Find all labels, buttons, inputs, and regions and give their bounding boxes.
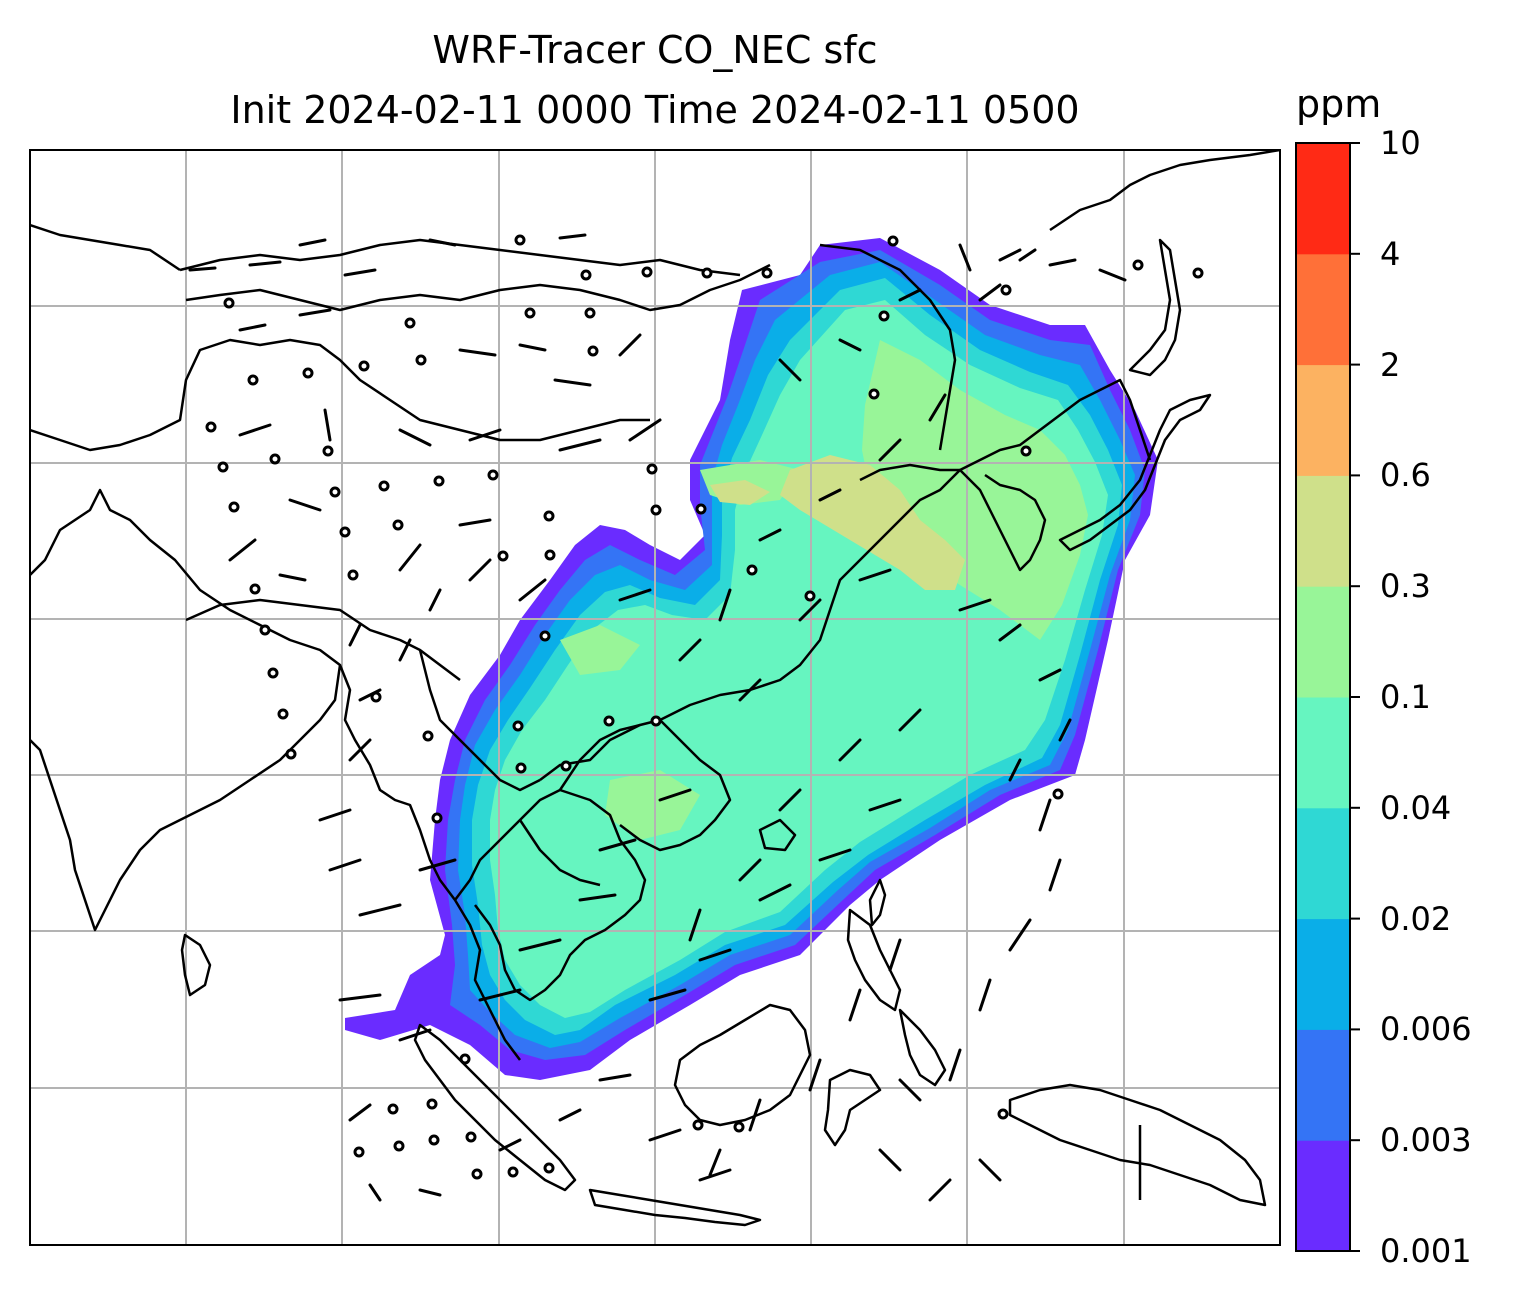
map-title-line-2: Init 2024-02-11 0000 Time 2024-02-11 050… [230, 88, 1080, 132]
colorbar-tick-label: 0.02 [1380, 899, 1452, 938]
coastline-java [588, 1188, 762, 1227]
colorbar-tick-label: 0.001 [1380, 1232, 1472, 1270]
border-central-asia [30, 223, 650, 452]
coastline-hainan [758, 818, 797, 852]
border-china-india [185, 598, 461, 681]
coastline-borneo [673, 1003, 812, 1127]
colorbar-swatch-4 [1296, 697, 1350, 809]
colorbar-swatch-3 [1296, 807, 1350, 920]
border-mongolia-russia [179, 238, 741, 277]
coastline-taiwan [868, 878, 887, 927]
border-china-mongolia [185, 263, 771, 312]
coastline-russia-far-east [1049, 150, 1280, 232]
border-southeast-asia [418, 649, 641, 887]
colorbar-swatch-6 [1296, 475, 1350, 587]
coastline-sri-lanka [180, 933, 212, 997]
colorbar-swatch-2 [1296, 918, 1350, 1030]
colorbar-tick-label: 0.6 [1380, 456, 1431, 495]
colorbar-tick-label: 0.003 [1380, 1121, 1472, 1160]
colorbar-tick-label: 0.006 [1380, 1010, 1472, 1049]
colorbar-tick-label: 10 [1380, 124, 1421, 162]
coastline-bay-bengal-east [338, 664, 521, 1061]
coastline-sumatra [413, 1023, 577, 1192]
coastline-china-south [659, 378, 1152, 722]
colorbar [1295, 142, 1360, 1252]
colorbar-tick-label: 0.1 [1380, 678, 1431, 716]
colorbar-swatch-9 [1296, 143, 1350, 255]
colorbar-swatch-7 [1296, 364, 1350, 476]
coastline-new-guinea [1008, 1083, 1267, 1207]
coastline-japan [1058, 393, 1212, 552]
wind-barbs [188, 233, 1127, 1202]
colorbar-swatch-8 [1296, 253, 1350, 366]
colorbar-tick-label: 0.04 [1380, 788, 1452, 827]
plume-layer-03 [560, 340, 1088, 840]
coastlines [30, 150, 1280, 1227]
map-title-line-1: WRF-Tracer CO_NEC sfc [432, 28, 878, 72]
coastline-india [30, 488, 342, 932]
colorbar-swatch-0 [1296, 1140, 1350, 1252]
coastline-korea [959, 469, 1047, 572]
colorbar-tick-label: 0.3 [1380, 567, 1431, 606]
border-china-korea [819, 243, 960, 482]
map-frame [29, 149, 1281, 1246]
colorbar-tick-label: 2 [1380, 345, 1401, 384]
calm-markers [205, 234, 1204, 1180]
colorbar-swatch-5 [1296, 586, 1350, 698]
gridlines [30, 150, 1280, 1245]
map-panel [30, 150, 1280, 1245]
coastline-vietnam [539, 718, 732, 852]
colorbar-unit: ppm [1296, 82, 1382, 126]
colorbar-swatch-1 [1296, 1029, 1350, 1141]
coastline-japan-north [1128, 238, 1182, 377]
plume-layer-06 [710, 455, 965, 590]
colorbar-tick-label: 4 [1380, 234, 1401, 273]
coastline-philippines [846, 908, 947, 1087]
coastline-sulawesi [823, 1068, 882, 1147]
